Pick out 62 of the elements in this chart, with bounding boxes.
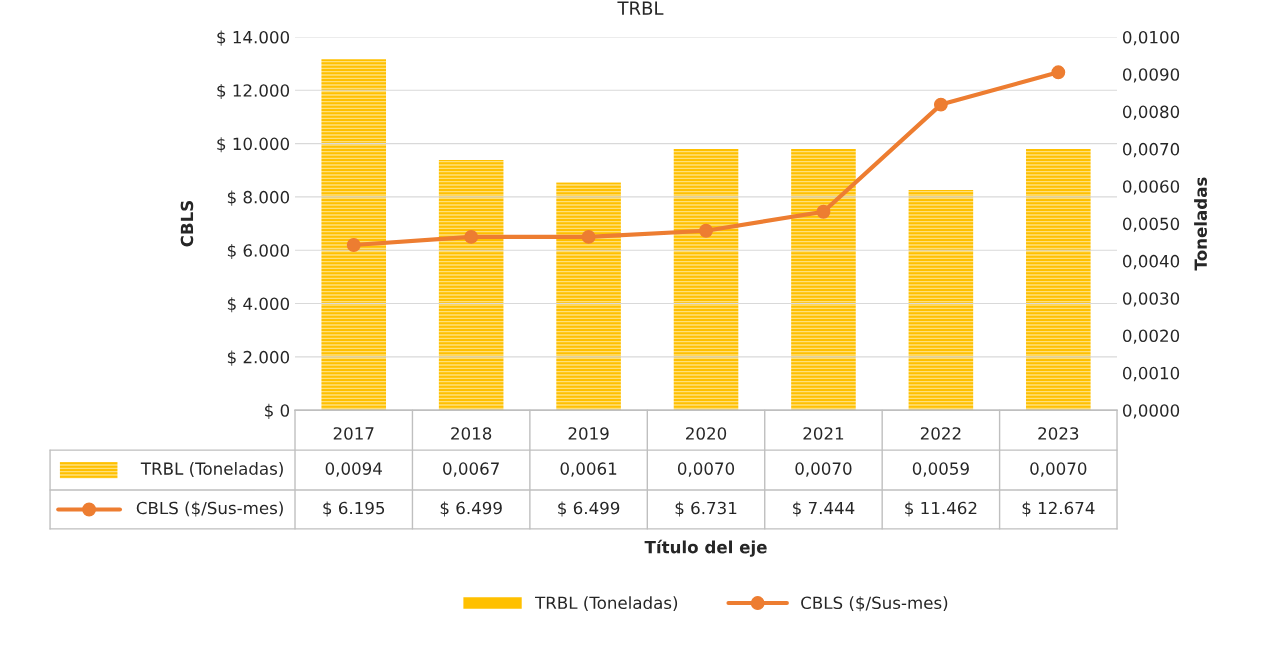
y2-tick-label: 0,0030 bbox=[1122, 292, 1180, 307]
y-tick-label: $ 0 bbox=[265, 403, 290, 419]
x-tick-label: 2020 bbox=[686, 427, 727, 440]
y2-axis-title: Toneladas bbox=[1194, 177, 1207, 271]
bar bbox=[556, 182, 621, 411]
y2-tick-label: 0,0060 bbox=[1122, 180, 1180, 195]
data-label: 0,0070 bbox=[677, 462, 735, 477]
point bbox=[581, 229, 596, 244]
data-label: 0,0061 bbox=[560, 462, 617, 477]
data-label: $ 6.195 bbox=[323, 501, 385, 517]
data-label: $ 6.499 bbox=[558, 501, 620, 517]
text: Título del eje bbox=[644, 539, 767, 557]
y2-tick-label: 0,0080 bbox=[1122, 105, 1180, 120]
data-label: 0,0067 bbox=[443, 462, 499, 477]
y-tick-label: $ 12.000 bbox=[217, 83, 290, 100]
data-label: $ 6.499 bbox=[440, 501, 502, 517]
x-tick-label: 2019 bbox=[568, 427, 609, 440]
bar bbox=[321, 59, 387, 411]
data-label: 0,0059 bbox=[912, 462, 969, 477]
data-label: $ 11.462 bbox=[905, 501, 977, 517]
data-label: $ 6.731 bbox=[675, 501, 737, 517]
point bbox=[1051, 65, 1066, 80]
y2-tick-label: 0,0100 bbox=[1122, 30, 1180, 46]
y-tick-label: $ 8.000 bbox=[227, 190, 290, 206]
x-tick-label: 2021 bbox=[803, 427, 844, 440]
y-axis-title: CBLS bbox=[180, 201, 194, 247]
y2-tick-label: 0,0070 bbox=[1122, 142, 1180, 158]
y-tick-label: $ 6.000 bbox=[227, 243, 290, 259]
point bbox=[816, 204, 831, 219]
point bbox=[933, 97, 948, 112]
data-label: 0,0070 bbox=[1030, 462, 1087, 477]
legend-label: CBLS ($/Sus-mes) bbox=[136, 501, 283, 517]
bar bbox=[673, 148, 739, 411]
y2-tick-label: 0,0090 bbox=[1122, 68, 1180, 83]
x-tick-label: 2018 bbox=[451, 427, 492, 440]
chart-title: TRBL bbox=[617, 1, 664, 15]
point bbox=[346, 238, 361, 252]
x-tick-label: 2017 bbox=[333, 427, 374, 440]
y-tick-label: $ 4.000 bbox=[227, 297, 290, 313]
y-tick-label: $ 14.000 bbox=[217, 30, 290, 46]
legend-label: TRBL (Toneladas) bbox=[140, 462, 283, 477]
text: CBLS ($/Sus-mes) bbox=[801, 596, 948, 612]
y2-tick-label: 0,0010 bbox=[1122, 366, 1180, 382]
x-tick-label: 2023 bbox=[1038, 427, 1079, 440]
data-label: $ 12.674 bbox=[1022, 501, 1095, 517]
y-tick-label: $ 2.000 bbox=[227, 350, 290, 366]
data-label: $ 7.444 bbox=[793, 501, 855, 517]
y2-tick-label: 0,0000 bbox=[1122, 404, 1180, 419]
y2-tick-label: 0,0040 bbox=[1122, 254, 1180, 270]
bar bbox=[791, 148, 856, 411]
x-tick-label: 2022 bbox=[920, 427, 961, 440]
y2-tick-label: 0,0050 bbox=[1122, 217, 1180, 232]
bar bbox=[438, 160, 504, 411]
point bbox=[699, 223, 713, 238]
data-label: 0,0070 bbox=[795, 462, 852, 477]
y2-tick-label: 0,0020 bbox=[1122, 329, 1180, 344]
text: TRBL (Toneladas) bbox=[535, 596, 678, 612]
bar bbox=[1026, 148, 1091, 411]
y-tick-label: $ 10.000 bbox=[217, 137, 290, 153]
bar bbox=[908, 189, 974, 411]
data-label: 0,0094 bbox=[325, 462, 382, 477]
point bbox=[464, 229, 479, 244]
